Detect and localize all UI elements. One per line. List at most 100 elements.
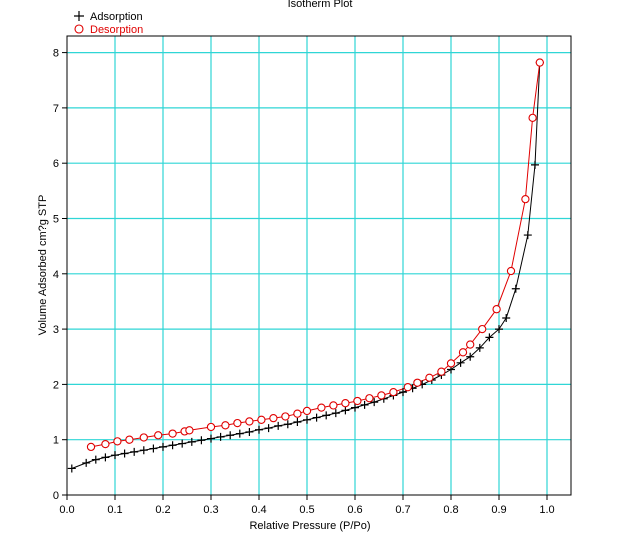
y-tick-label: 3 [53,324,59,336]
adsorption-point [178,439,187,448]
desorption-point [458,348,468,357]
adsorption-point [168,441,177,450]
desorption-point [403,383,412,392]
adsorption-point [130,447,139,456]
adsorption-point [187,437,196,446]
adsorption-point [360,400,369,409]
desorption-point [221,421,230,430]
desorption-point [535,58,544,67]
x-tick-label: 1.0 [539,504,554,516]
desorption-point [185,426,194,435]
x-tick-label: 0.1 [107,504,122,516]
adsorption-point [370,398,379,407]
desorption-point [293,409,302,418]
adsorption-point [159,442,167,451]
desorption-point [101,439,110,449]
desorption-point [245,417,254,426]
adsorption-point [120,449,129,458]
y-tick-label: 8 [53,48,59,60]
adsorption-point [149,444,158,453]
adsorption-point [511,284,520,293]
grid-lines [67,36,571,495]
x-tick-label: 0.7 [395,504,410,516]
adsorption-point [111,451,119,460]
y-tick-label: 7 [53,103,59,115]
desorption-point [506,266,516,276]
series-markers [67,58,544,473]
desorption-point [206,422,216,432]
legend-label: Adsorption [90,11,143,23]
adsorption-point [466,352,475,361]
legend-label: Desorption [90,24,143,36]
x-tick-label: 0.9 [491,504,506,516]
adsorption-point [475,343,484,352]
legend-plus-icon [74,11,84,21]
desorption-point [341,399,350,408]
x-tick-label: 0.0 [59,504,74,516]
adsorption-point [283,420,292,429]
desorption-point [168,429,177,438]
desorption-point [154,431,163,440]
adsorption-point [197,436,206,445]
x-axis-title: Relative Pressure (P/Po) [249,520,370,532]
adsorption-point [207,434,215,443]
adsorption-point [322,411,331,420]
adsorption-point [139,446,148,455]
desorption-point [437,367,446,376]
adsorption-point [531,160,539,169]
x-axis: 0.0 0.1 0.2 0.3 0.4 0.5 0.6 0.7 0.8 0.9 1.0 [59,495,555,516]
adsorption-point [456,358,465,367]
adsorption-point [235,429,244,438]
chart-title: Isotherm Plot [288,0,353,10]
desorption-point [521,194,530,204]
adsorption-point [495,325,503,334]
adsorption-point [245,427,254,436]
desorption-point [353,396,362,406]
desorption-point [113,437,122,446]
desorption-point [365,394,374,403]
adsorption-point [91,455,100,464]
adsorption-point [523,231,532,240]
desorption-point [377,391,386,400]
y-tick-label: 1 [53,435,59,447]
legend-circle-icon [74,24,84,34]
x-tick-label: 0.6 [347,504,362,516]
adsorption-point [255,425,263,434]
desorption-point [317,403,326,412]
desorption-point [329,401,338,410]
desorption-point [478,324,487,334]
desorption-point [302,406,312,416]
desorption-point [492,305,501,314]
plot-frame [66,35,572,496]
adsorption-point [502,314,511,323]
y-tick-label: 2 [53,379,59,391]
x-tick-label: 0.8 [443,504,458,516]
adsorption-point [341,406,350,415]
x-tick-label: 0.3 [203,504,218,516]
y-tick-label: 0 [53,490,59,502]
adsorption-point [226,431,235,440]
y-axis: 0 1 2 3 4 5 6 7 8 [53,48,67,502]
desorption-point [125,435,134,444]
desorption-point [446,359,456,368]
desorption-point [528,113,537,122]
x-tick-label: 0.4 [251,504,266,516]
desorption-point [233,418,242,428]
y-tick-label: 6 [53,158,59,170]
adsorption-point [399,388,407,397]
adsorption-point [216,432,225,441]
adsorption-point [312,413,321,422]
desorption-point [257,415,266,424]
adsorption-point [331,409,340,418]
adsorption-point [274,421,283,430]
desorption-point [269,413,278,423]
adsorption-point [303,415,311,424]
desorption-point [86,442,96,452]
adsorption-point [101,453,110,462]
desorption-point [389,387,398,397]
desorption-point [425,373,434,382]
adsorption-point [293,418,302,427]
